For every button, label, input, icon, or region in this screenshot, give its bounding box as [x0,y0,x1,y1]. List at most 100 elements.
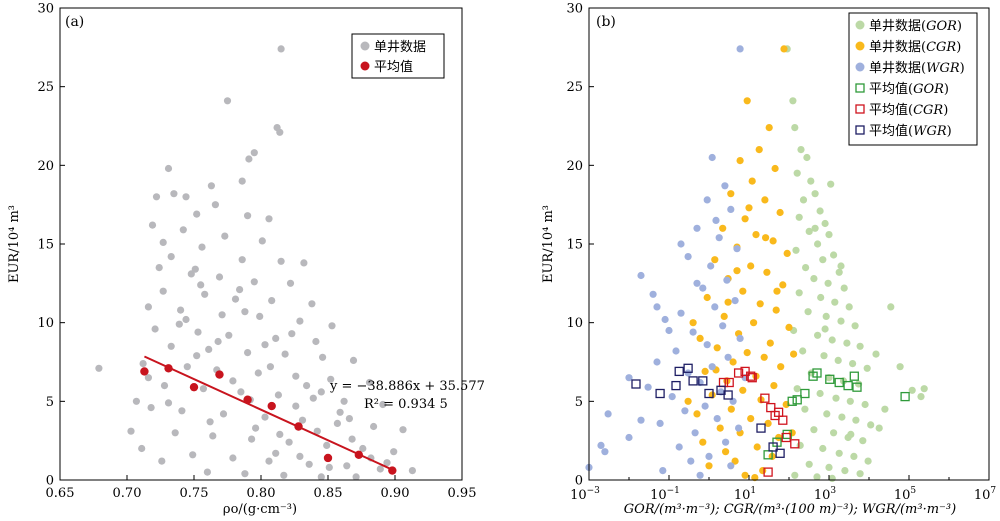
well-data-point-15 [244,212,252,220]
cgr-mean-point-13 [763,467,773,477]
gor-data-point-58 [859,437,867,445]
panel-b-y-tick-label-3: 15 [566,238,583,253]
legend-marker-gor-mean [855,83,865,93]
gor-data-point-29 [837,317,845,325]
well-data-point-27 [187,270,195,278]
gor-data-point-39 [849,360,857,368]
gor-data-point-50 [801,405,809,413]
panel-a-points [95,45,416,481]
cgr-data-point-11 [719,224,727,232]
cgr-data-point-9 [776,208,784,217]
gor-data-point-63 [864,457,872,465]
well-data-point-127 [317,388,325,396]
legend-marker-cgr-data [855,41,865,51]
well-data-point-97 [132,397,140,405]
well-data-point-121 [325,463,333,471]
cgr-data-point-15 [783,249,791,257]
well-data-point-35 [308,300,316,308]
gor-data-point-33 [828,336,836,344]
legend-label-mean: 平均值 [374,59,413,75]
cgr-data-point-27 [785,323,793,331]
gor-data-point-68 [791,471,799,479]
well-data-point-88 [408,467,416,475]
fit-r-squared: R² = 0.934 5 [364,397,448,412]
wgr-data-point-11 [723,276,731,284]
wgr-mean-point-11 [768,442,778,452]
well-data-point-113 [303,382,311,390]
gor-data-point-11 [821,219,829,228]
well-data-point-44 [225,331,233,339]
gor-data-point-82 [872,350,880,358]
well-data-point-33 [231,295,240,303]
well-data-point-52 [349,356,358,364]
panel-a-y-tick-label-2: 10 [37,316,54,331]
cgr-data-point-69 [790,350,798,358]
wgr-data-point-34 [681,407,689,415]
wgr-mean-point-3 [674,366,684,377]
wgr-data-point-49 [696,471,704,479]
gor-data-point-15 [792,246,800,254]
panel-a-x-ticks: 0.65 0.70 0.75 0.80 0.85 0.90 0.95 [46,475,476,501]
gor-data-point-60 [819,444,827,453]
well-data-point-92 [317,473,325,481]
well-data-point-95 [158,457,166,465]
gor-data-point-47 [832,394,840,402]
panel-a-y-axis-label: EUR/10⁴ m³ [7,205,22,283]
gor-data-point-51 [823,410,831,418]
well-data-point-105 [193,352,201,360]
gor-data-point-52 [838,413,846,421]
gor-mean-point-0 [900,391,910,402]
well-data-point-71 [298,416,307,424]
wgr-data-point-56 [653,303,661,311]
cgr-data-point-35 [777,363,785,371]
gor-data-point-70 [828,474,836,482]
well-data-point-74 [399,426,407,434]
well-data-point-54 [183,363,191,371]
well-data-point-99 [236,286,244,294]
well-data-point-24 [277,257,285,265]
wgr-data-point-55 [712,216,720,224]
well-data-point-93 [352,473,360,481]
well-data-point-73 [370,422,378,431]
panel-b-y-tick-label-2: 10 [566,316,583,331]
well-data-point-20 [258,237,266,245]
gor-mean-point-9 [787,396,797,406]
well-data-point-66 [379,400,387,409]
wgr-data-point-29 [644,383,652,391]
legend-label-gor-mean: 平均值(GOR) [869,81,949,97]
gor-data-point-71 [847,430,855,438]
gor-data-point-3 [797,146,805,154]
wgr-data-point-1 [708,153,716,162]
gor-data-point-4 [803,153,811,162]
well-data-point-125 [266,363,274,371]
well-data-point-98 [175,320,183,328]
panel-a-x-tick-label-3: 0.80 [247,486,276,501]
gor-data-point-14 [814,240,822,248]
cgr-data-point-52 [753,443,761,451]
cgr-data-point-64 [773,287,781,295]
gor-data-point-46 [816,389,824,398]
panel-a-x-tick-label-5: 0.90 [381,486,410,501]
well-data-point-85 [305,460,313,468]
mean-point-1 [164,364,173,373]
gor-data-point-19 [835,268,843,276]
well-data-point-72 [333,419,341,427]
gor-data-point-21 [824,279,832,287]
panel-a-tag: (a) [65,14,84,30]
well-data-point-39 [256,312,264,320]
cgr-data-point-60 [724,298,732,306]
well-data-point-49 [244,349,252,357]
wgr-data-point-40 [625,433,633,442]
cgr-data-point-55 [731,457,739,465]
mean-point-5 [267,401,276,411]
gor-data-point-30 [851,322,859,330]
gor-data-point-62 [850,452,858,460]
well-data-point-80 [359,444,367,453]
well-data-point-107 [252,424,260,432]
panel-a-legend-box [351,33,445,79]
gor-data-point-61 [835,449,843,457]
gor-data-point-13 [825,231,833,239]
cgr-data-point-26 [750,319,758,327]
cgr-data-point-30 [766,339,774,347]
well-data-point-96 [127,427,135,435]
